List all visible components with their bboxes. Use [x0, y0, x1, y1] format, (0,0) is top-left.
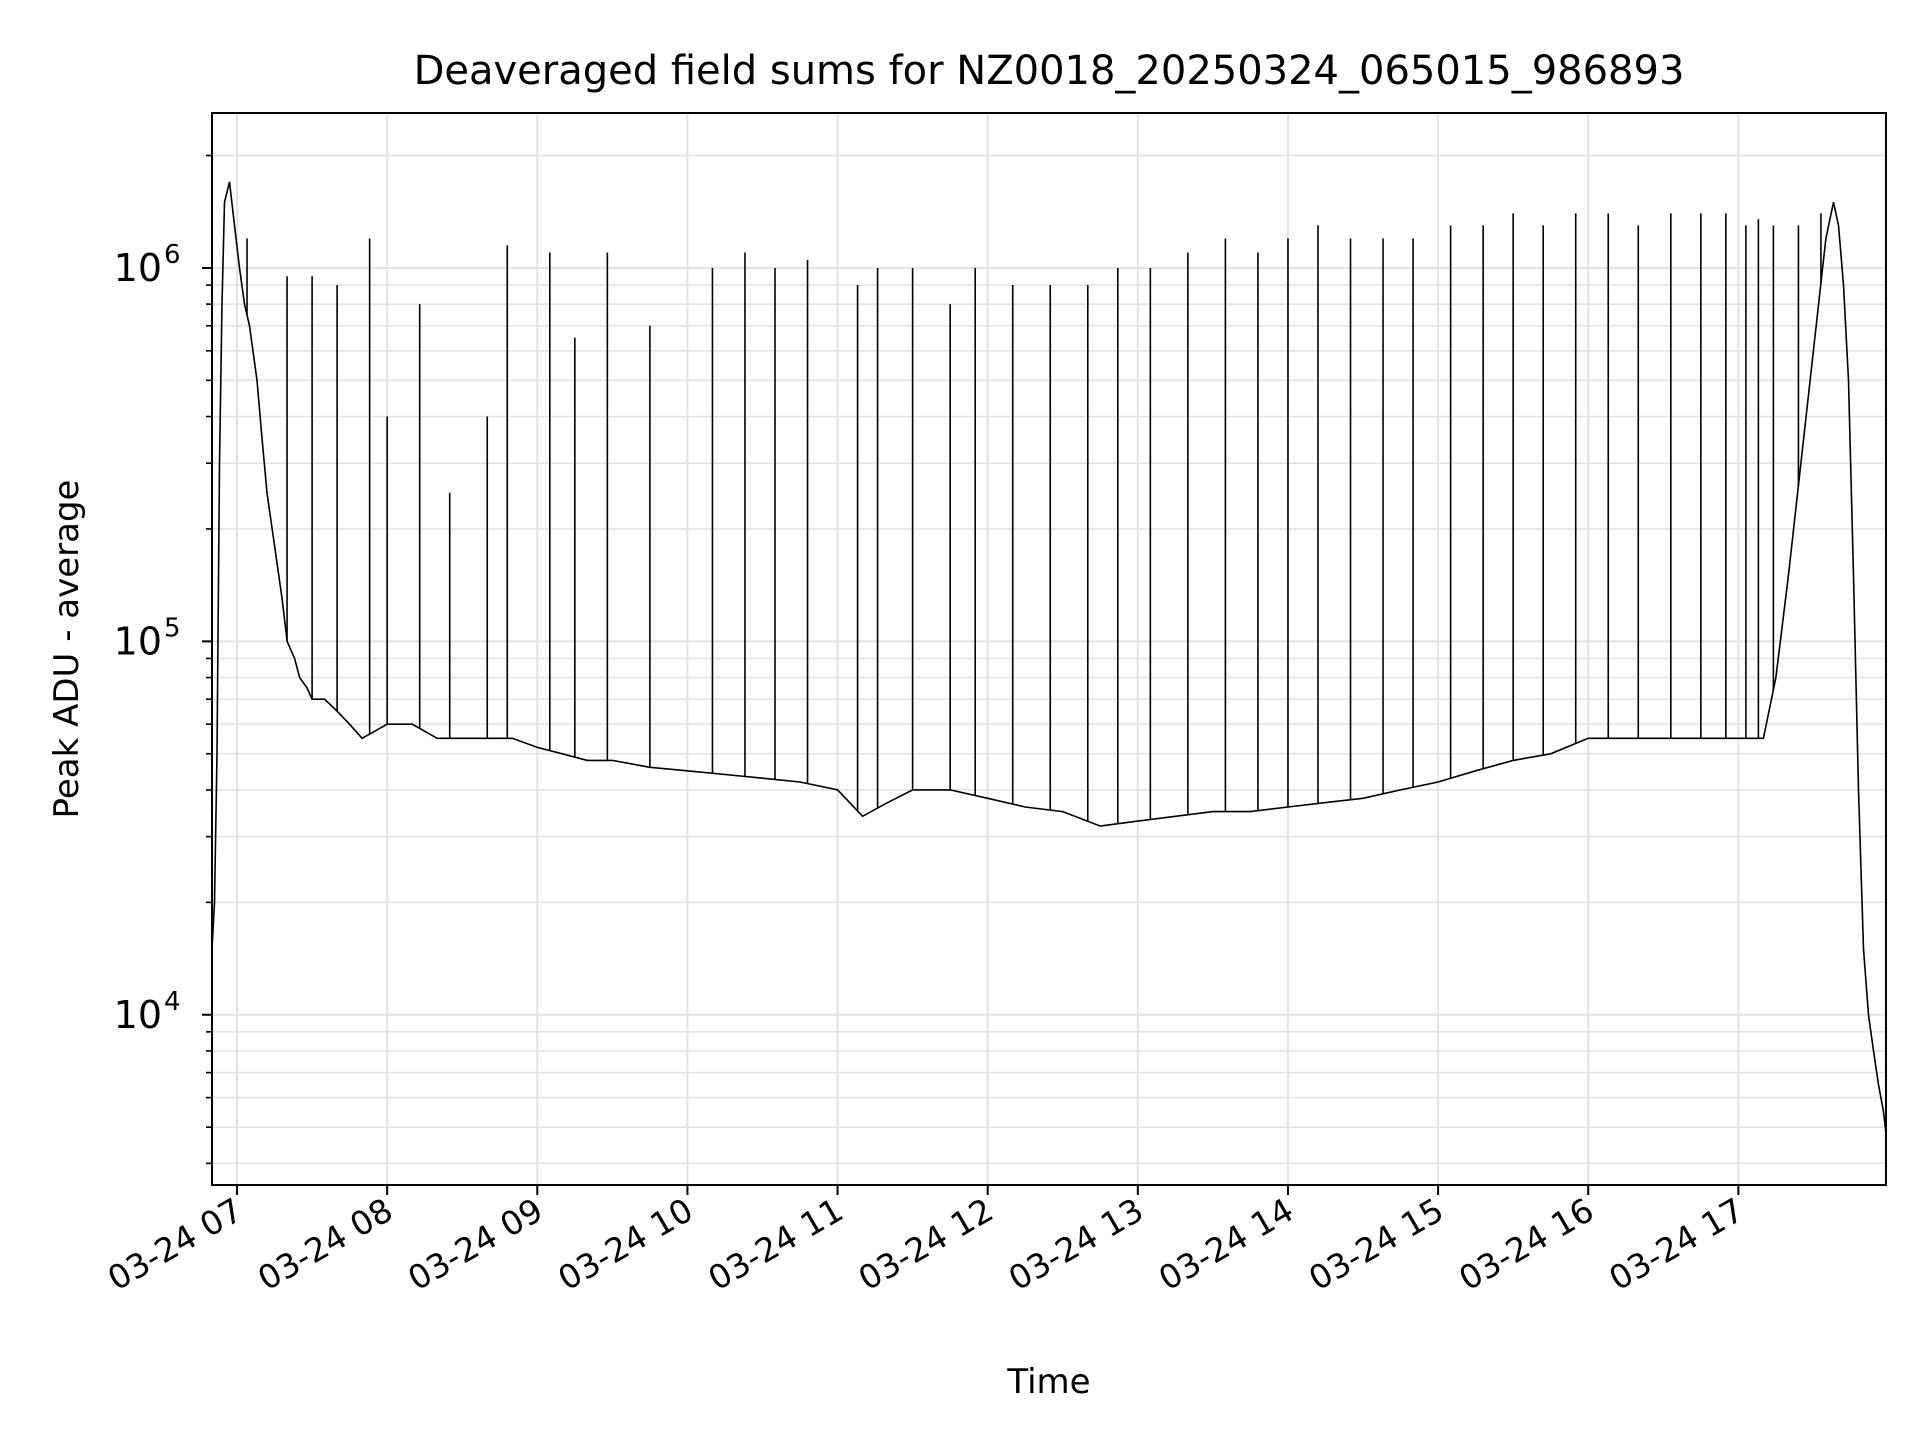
y-axis-label: Peak ADU - average: [47, 480, 87, 819]
plot-frame: [211, 112, 1887, 1186]
y-tick-exponent: 4: [164, 987, 181, 1017]
x-axis-label: Time: [1006, 1362, 1090, 1402]
y-tick-exponent: 6: [164, 240, 181, 270]
chart-title: Deaveraged field sums for NZ0018_2025032…: [414, 48, 1685, 94]
y-tick-exponent: 5: [164, 613, 181, 643]
data-line-layer: [211, 181, 1887, 1134]
y-tick-label: 10: [114, 993, 162, 1037]
series-line: [211, 181, 1887, 1134]
y-tick-label: 10: [114, 246, 162, 290]
grid-lines: [212, 113, 1886, 1185]
y-tick-label: 10: [114, 619, 162, 663]
